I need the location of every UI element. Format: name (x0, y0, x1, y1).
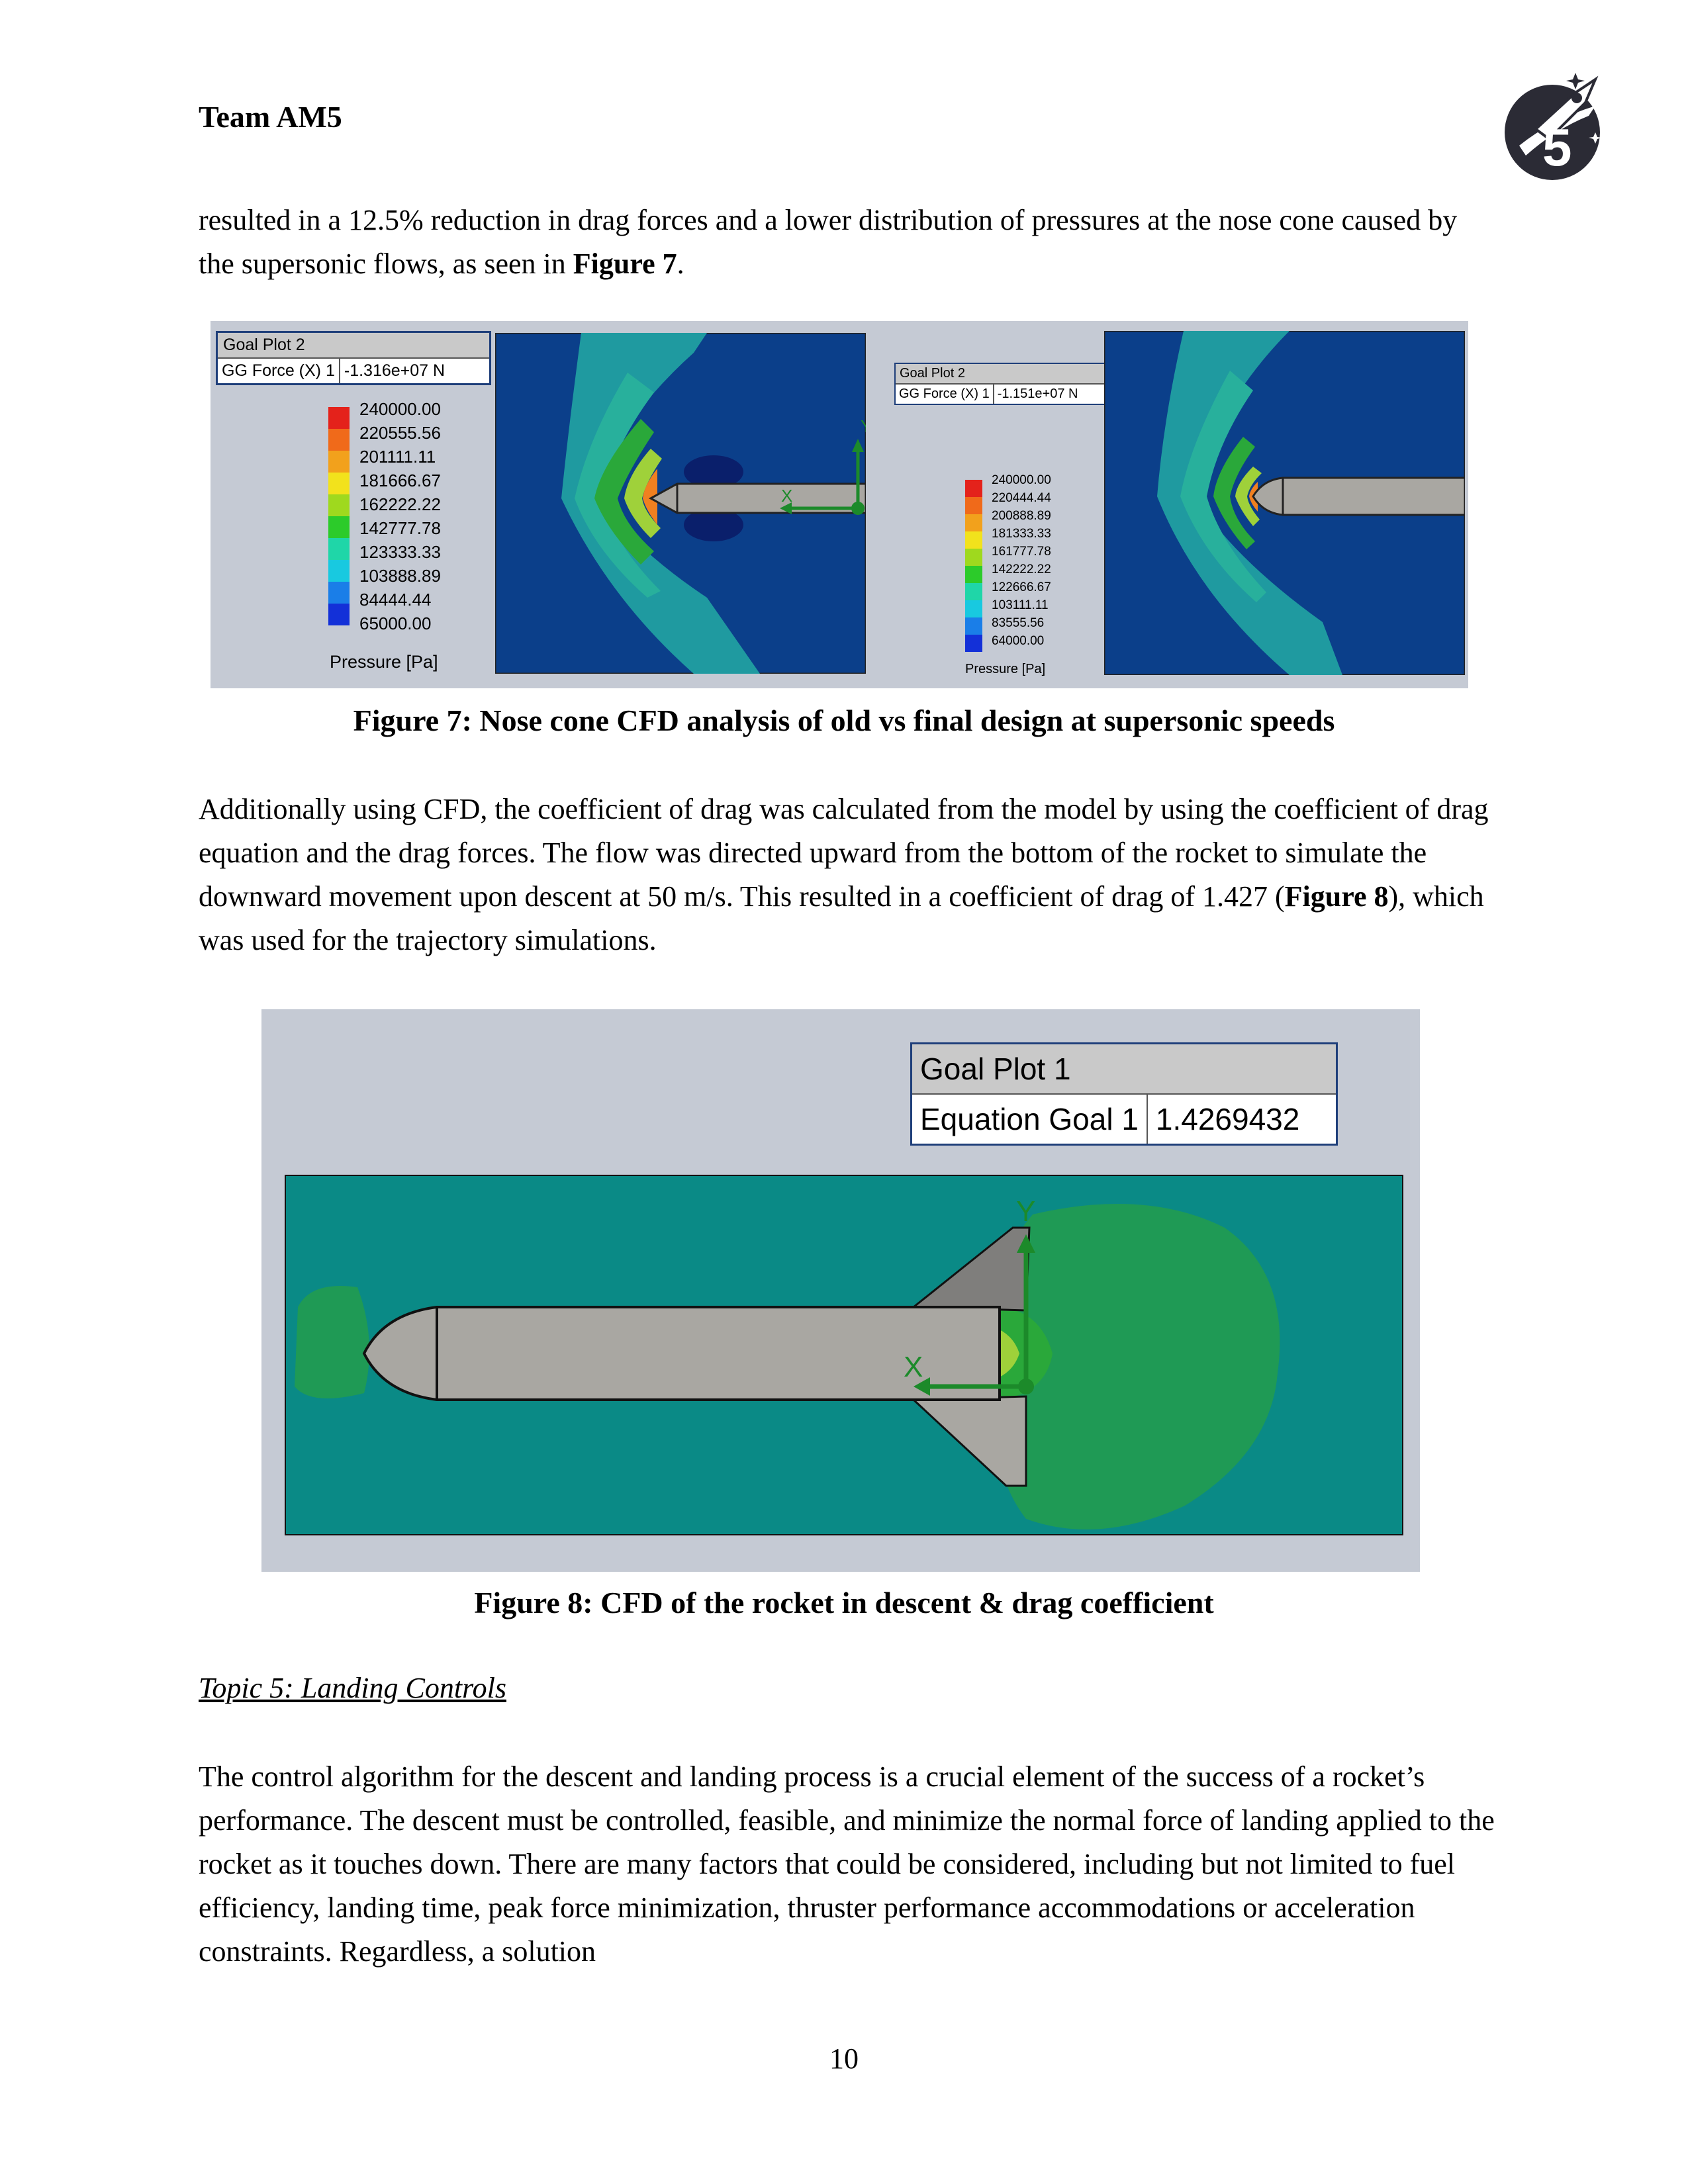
legend-swatch (965, 480, 982, 497)
legend-swatch (328, 451, 350, 473)
legend-value: 65000.00 (359, 614, 432, 633)
figure7-image: Goal Plot 2 GG Force (X) 1 -1.316e+07 N … (211, 321, 1468, 688)
legend-value: 200888.89 (992, 509, 1051, 523)
legend-swatch (965, 635, 982, 652)
body-paragraph-figure8-intro: Additionally using CFD, the coefficient … (199, 788, 1496, 962)
legend-swatch (965, 531, 982, 549)
page-number: 10 (829, 2042, 859, 2075)
legend-title: Pressure [Pa] (330, 652, 438, 672)
legend-value: 240000.00 (992, 473, 1051, 487)
legend-value: 162222.22 (359, 494, 441, 514)
legend-value: 220444.44 (992, 491, 1051, 505)
topic-heading: Topic 5: Landing Controls (199, 1672, 506, 1704)
body-paragraph-landing-controls: The control algorithm for the descent an… (199, 1760, 1495, 1968)
pressure-color-legend (328, 407, 350, 625)
paragraph-text: resulted in a 12.5% reduction in drag fo… (199, 204, 1458, 280)
rocket-5-logo-icon: 5 (1505, 73, 1602, 180)
goal-plot-title: Goal Plot 1 (912, 1044, 1336, 1095)
goal-plot-table: Goal Plot 1 Equation Goal 1 1.4269432 (910, 1042, 1338, 1146)
goal-plot-table: Goal Plot 2 GG Force (X) 1 -1.316e+07 N (216, 331, 491, 385)
legend-value: 103111.11 (992, 598, 1049, 612)
goal-value: -1.316e+07 N (344, 361, 445, 380)
legend-swatch (965, 617, 982, 635)
legend-value: 161777.78 (992, 545, 1051, 559)
figure7-left-panel: Goal Plot 2 GG Force (X) 1 -1.316e+07 N … (211, 321, 869, 688)
legend-swatch (965, 514, 982, 531)
legend-value: 220555.56 (359, 423, 441, 443)
cfd-pressure-plot-final (1104, 331, 1465, 675)
goal-plot-title: Goal Plot 2 (896, 364, 1113, 385)
legend-swatch (965, 566, 982, 583)
legend-swatch (965, 497, 982, 514)
figure8-image: Goal Plot 1 Equation Goal 1 1.4269432 X … (261, 1009, 1420, 1572)
figure7-caption: Figure 7: Nose cone CFD analysis of old … (353, 704, 1335, 737)
legend-value: 64000.00 (992, 634, 1045, 648)
header-team-title: Team AM5 (199, 100, 342, 134)
legend-value: 181333.33 (992, 527, 1051, 541)
legend-value: 181666.67 (359, 471, 441, 490)
legend-value: 103888.89 (359, 566, 441, 586)
goal-value: 1.4269432 (1155, 1102, 1300, 1136)
legend-swatch (328, 538, 350, 560)
legend-swatch (328, 560, 350, 582)
legend-value: 201111.11 (359, 447, 436, 467)
cfd-descent-plot: X Y (285, 1175, 1403, 1535)
legend-swatch (965, 583, 982, 600)
pressure-color-legend (965, 480, 982, 652)
legend-value: 122666.67 (992, 580, 1051, 594)
body-paragraph-figure7-intro: resulted in a 12.5% reduction in drag fo… (199, 199, 1496, 286)
legend-swatch (328, 429, 350, 451)
legend-swatch (328, 582, 350, 604)
axis-x-label: X (781, 486, 792, 506)
legend-value: 142222.22 (992, 563, 1051, 576)
legend-swatch (328, 494, 350, 516)
legend-value: 84444.44 (359, 590, 432, 610)
svg-text:5: 5 (1542, 118, 1572, 177)
axis-y-label: Y (1016, 1195, 1035, 1228)
figure8-caption: Figure 8: CFD of the rocket in descent &… (474, 1586, 1214, 1619)
paragraph-text: . (677, 248, 684, 280)
legend-swatch (328, 407, 350, 429)
paragraph-text: ), which was used for the trajectory sim… (199, 880, 1484, 956)
legend-value: 123333.33 (359, 542, 441, 562)
goal-name: Equation Goal 1 (912, 1095, 1148, 1144)
legend-swatch (965, 549, 982, 566)
legend-swatch (328, 604, 350, 625)
legend-value: 240000.00 (359, 399, 441, 419)
axis-x-label: X (904, 1351, 923, 1383)
goal-plot-table: Goal Plot 2 GG Force (X) 1 -1.151e+07 N (894, 363, 1114, 405)
legend-swatch (965, 600, 982, 617)
legend-title: Pressure [Pa] (965, 662, 1046, 676)
figure-reference: Figure 7 (573, 248, 677, 280)
goal-plot-title: Goal Plot 2 (218, 333, 489, 359)
legend-swatch (328, 473, 350, 494)
goal-name: GG Force (X) 1 (896, 385, 994, 404)
cfd-pressure-plot-old: X Y (495, 333, 866, 674)
legend-value: 83555.56 (992, 616, 1045, 630)
goal-name: GG Force (X) 1 (218, 359, 340, 383)
paragraph-text: Additionally using CFD, the coefficient … (199, 793, 1489, 913)
figure-reference: Figure 8 (1284, 880, 1389, 913)
axis-y-label: Y (861, 416, 866, 436)
figure7-right-panel: Goal Plot 2 GG Force (X) 1 -1.151e+07 N … (876, 321, 1468, 688)
legend-swatch (328, 516, 350, 538)
goal-value: -1.151e+07 N (997, 387, 1078, 401)
legend-value: 142777.78 (359, 518, 441, 538)
